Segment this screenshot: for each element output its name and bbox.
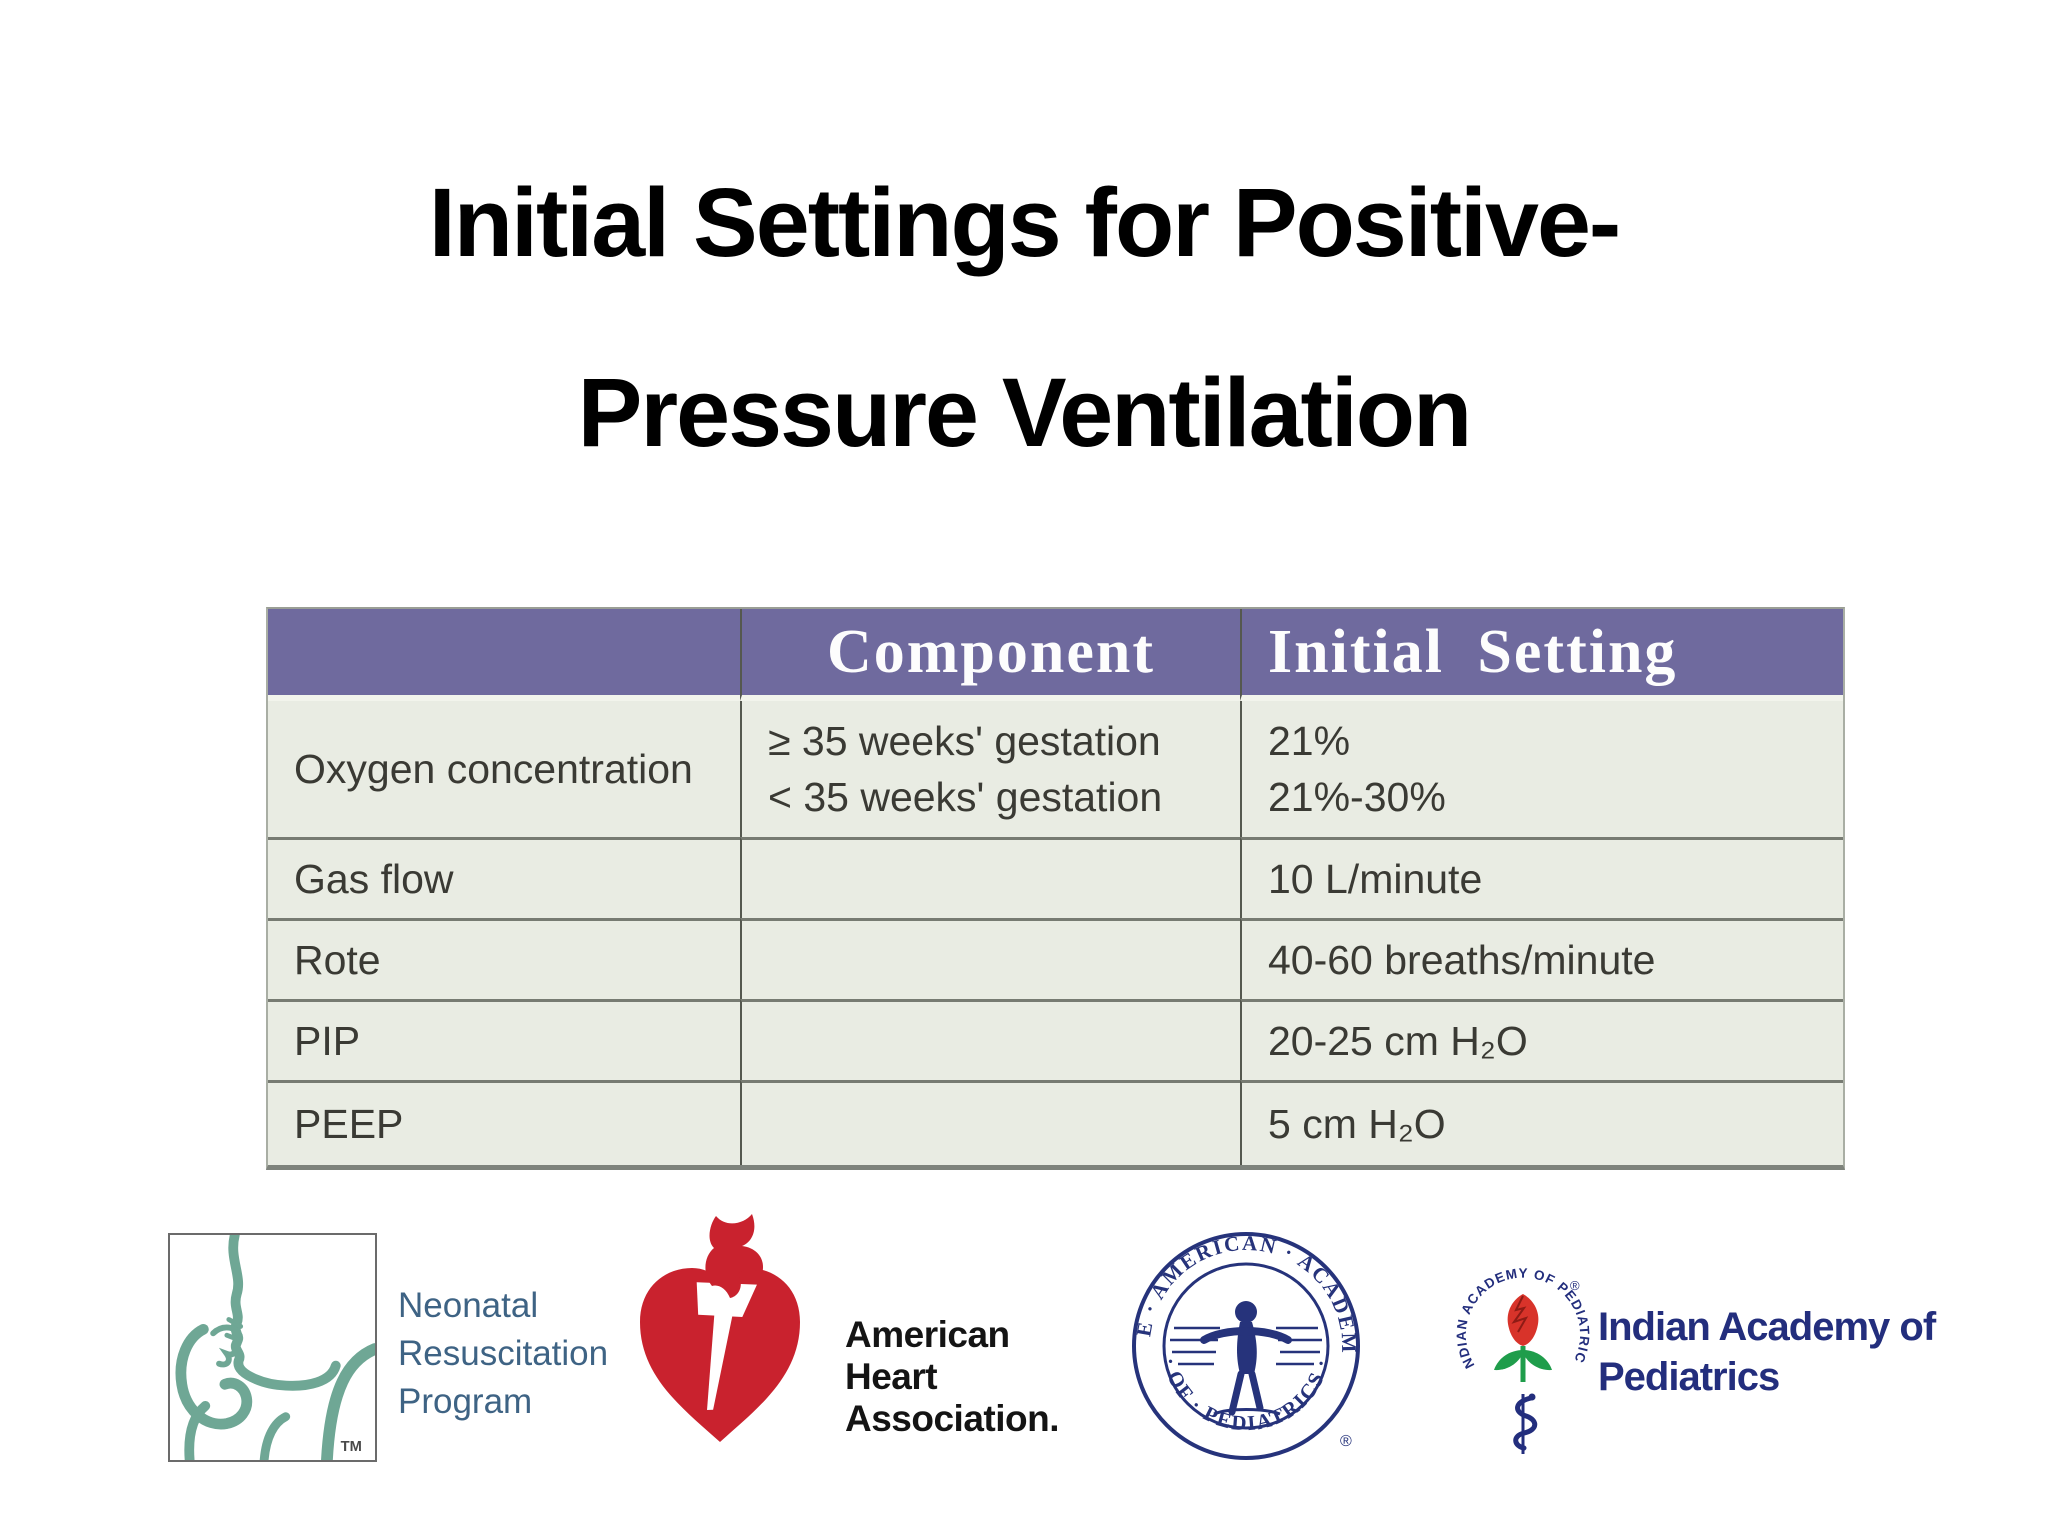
setting-cell: 40-60 breaths/minute <box>1240 918 1843 999</box>
aap-registered-mark: ® <box>1340 1433 1352 1450</box>
aha-logo-text: American Heart Association. <box>845 1314 1060 1440</box>
nrp-logo-text: Neonatal Resuscitation Program <box>398 1282 608 1426</box>
table-row-gas-flow: Gas flow 10 L/minute <box>268 837 1843 918</box>
row-label-cell: Gas flow <box>268 837 740 918</box>
table-row-oxygen-concentration: Oxygen concentration ≥ 35 weeks' gestati… <box>268 701 1843 837</box>
header-initial-setting-cell: Initial Setting <box>1240 609 1843 701</box>
setting-cell: 10 L/minute <box>1240 837 1843 918</box>
setting-cell: 21% 21%-30% <box>1240 701 1843 837</box>
title-line-1: Initial Settings for Positive- <box>428 168 1621 277</box>
iap-emblem-icon: INDIAN ACADEMY OF PEDIATRICS ® <box>1443 1246 1598 1463</box>
page-title: Initial Settings for Positive- Pressure V… <box>0 128 2048 508</box>
iap-registered-mark: ® <box>1570 1278 1580 1293</box>
aha-text-line: American <box>845 1314 1010 1355</box>
setting-line: 21%-30% <box>1268 774 1446 820</box>
table-header-row: Component Initial Setting <box>268 609 1843 701</box>
nrp-faces-line-art-icon: TM <box>175 1230 381 1466</box>
nrp-logo-icon: TM <box>168 1230 381 1466</box>
nrp-text-line: Program <box>398 1382 533 1421</box>
component-cell <box>740 837 1240 918</box>
header-component-cell: Component <box>740 609 1240 701</box>
iap-text-line: Indian Academy of <box>1598 1305 1936 1349</box>
setting-cell: 20-25 cm H₂O <box>1240 999 1843 1080</box>
title-line-2: Pressure Ventilation <box>577 358 1473 467</box>
aap-seal-icon: THE · AMERICAN · ACADEMY · OF · PEDIATRI… <box>1119 1209 1364 1469</box>
row-label-cell: Oxygen concentration <box>294 746 693 792</box>
ventilation-settings-table: Component Initial Setting Oxygen concent… <box>266 607 1845 1170</box>
nrp-trademark: TM <box>341 1439 362 1455</box>
table-row-pip: PIP 20-25 cm H₂O <box>268 999 1843 1080</box>
header-blank-cell <box>268 609 740 701</box>
nrp-text-line: Neonatal <box>398 1286 539 1325</box>
aha-heart-torch-icon <box>632 1212 808 1453</box>
component-cell <box>740 999 1240 1080</box>
row-label-cell: PEEP <box>268 1080 740 1165</box>
component-line: ≥ 35 weeks' gestation <box>768 718 1161 764</box>
table-row-peep: PEEP 5 cm H₂O <box>268 1080 1843 1165</box>
row-label-cell: Rote <box>268 918 740 999</box>
iap-text-line: Pediatrics <box>1598 1355 1780 1399</box>
aha-text-line: Association. <box>845 1398 1060 1439</box>
component-cell <box>740 918 1240 999</box>
component-cell <box>740 1080 1240 1165</box>
nrp-text-line: Resuscitation <box>398 1334 609 1373</box>
setting-line: 21% <box>1268 718 1351 764</box>
setting-cell: 5 cm H₂O <box>1240 1080 1843 1165</box>
iap-logo-text: Indian Academy of Pediatrics <box>1598 1302 1936 1402</box>
component-line: < 35 weeks' gestation <box>768 774 1163 820</box>
row-label-cell: PIP <box>268 999 740 1080</box>
aha-text-line: Heart <box>845 1356 938 1397</box>
table-row-rate: Rote 40-60 breaths/minute <box>268 918 1843 999</box>
component-cell: ≥ 35 weeks' gestation < 35 weeks' gestat… <box>740 701 1240 837</box>
